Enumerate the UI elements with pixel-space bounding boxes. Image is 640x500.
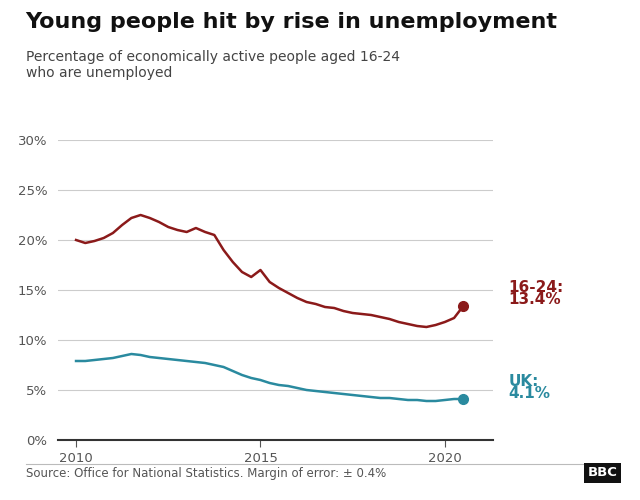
Text: Source: Office for National Statistics. Margin of error: ± 0.4%: Source: Office for National Statistics. … — [26, 466, 386, 479]
Text: BBC: BBC — [588, 466, 618, 479]
Text: Percentage of economically active people aged 16-24: Percentage of economically active people… — [26, 50, 399, 64]
Text: 4.1%: 4.1% — [509, 386, 551, 400]
Text: 16-24:: 16-24: — [509, 280, 564, 295]
Text: 13.4%: 13.4% — [509, 292, 561, 308]
Text: Young people hit by rise in unemployment: Young people hit by rise in unemployment — [26, 12, 557, 32]
Text: UK:: UK: — [509, 374, 539, 388]
Text: who are unemployed: who are unemployed — [26, 66, 172, 80]
